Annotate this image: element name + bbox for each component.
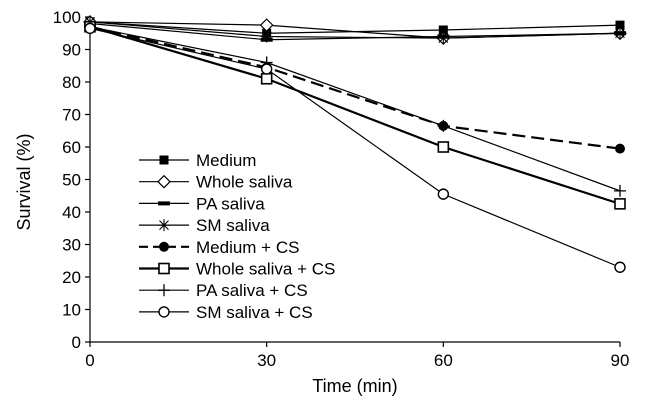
legend-marker <box>158 262 170 275</box>
y-tick-label: 60 <box>62 138 81 157</box>
legend-item: PA saliva <box>139 194 265 213</box>
series-line-pa-saliva <box>89 22 621 41</box>
data-point-medium-plus-cs <box>615 143 625 154</box>
data-point-sm-saliva-plus-cs <box>614 261 626 273</box>
legend-label: PA saliva <box>196 194 265 213</box>
legend-label: PA saliva + CS <box>196 281 308 300</box>
y-tick-label: 0 <box>72 333 81 352</box>
legend-item: Whole saliva <box>139 173 293 192</box>
y-tick-label: 90 <box>62 41 81 60</box>
x-tick-label: 30 <box>257 351 276 370</box>
data-point-whole-saliva-plus-cs <box>260 72 273 85</box>
y-tick-label: 30 <box>62 236 81 255</box>
legend-label: Medium <box>196 151 256 170</box>
series-sm-saliva-plus-cs <box>84 22 626 273</box>
data-point-medium <box>438 25 448 35</box>
legend-marker <box>159 155 169 165</box>
data-point-sm-saliva-plus-cs <box>260 63 273 75</box>
data-point-whole-saliva-plus-cs <box>614 198 626 210</box>
legend-label: SM saliva + CS <box>196 303 313 322</box>
series-layer <box>83 15 627 273</box>
legend-marker <box>158 219 170 232</box>
legend-item: SM saliva + CS <box>139 303 313 322</box>
y-tick-label: 10 <box>62 301 81 320</box>
x-tick-label: 90 <box>611 351 630 370</box>
series-line-medium-plus-cs <box>89 25 621 150</box>
legend-marker <box>158 306 170 318</box>
y-tick-label: 100 <box>53 8 81 27</box>
axes: 0 10 20 30 40 50 60 70 80 90 100 0 30 60 90 <box>53 8 630 370</box>
data-point-sm-saliva-plus-cs <box>84 22 96 35</box>
legend-label: Whole saliva <box>196 173 293 192</box>
data-point-sm-saliva <box>260 30 273 43</box>
y-tick-label: 80 <box>62 73 81 92</box>
legend-item: PA saliva + CS <box>139 281 308 300</box>
y-tick-label: 50 <box>62 171 81 190</box>
legend-item: Whole saliva + CS <box>139 260 335 279</box>
data-point-pa-saliva-plus-cs <box>614 184 626 197</box>
x-tick-label: 0 <box>85 351 94 370</box>
legend-marker <box>158 284 170 297</box>
series-line-sm-saliva-plus-cs <box>89 27 621 268</box>
legend: Medium Whole saliva PA saliva SM saliva Medi… <box>139 151 335 322</box>
y-tick-label: 40 <box>62 203 81 222</box>
x-axis-title: Time (min) <box>312 376 397 396</box>
legend-item: Medium + CS <box>139 238 299 257</box>
series-line-pa-saliva-plus-cs <box>89 26 621 192</box>
series-line-whole-saliva-plus-cs <box>89 25 621 205</box>
legend-label: Medium + CS <box>196 238 299 257</box>
series-line-sm-saliva <box>89 21 621 39</box>
x-tick-label: 60 <box>434 351 453 370</box>
legend-item: Medium <box>139 151 256 170</box>
data-point-pa-saliva-plus-cs <box>437 119 450 132</box>
y-tick-label: 20 <box>62 268 81 287</box>
data-point-sm-saliva-plus-cs <box>437 188 450 200</box>
legend-item: SM saliva <box>139 216 270 235</box>
data-point-whole-saliva-plus-cs <box>437 141 450 153</box>
legend-marker <box>157 174 171 189</box>
data-point-sm-saliva <box>437 32 450 45</box>
series-pa-saliva-plus-cs <box>84 20 626 197</box>
legend-label: SM saliva <box>196 216 270 235</box>
legend-label: Whole saliva + CS <box>196 260 335 279</box>
data-point-sm-saliva <box>614 27 626 40</box>
legend-marker <box>159 241 169 252</box>
y-tick-label: 70 <box>62 106 81 125</box>
y-axis-title: Survival (%) <box>14 133 34 230</box>
data-point-medium <box>615 20 625 30</box>
